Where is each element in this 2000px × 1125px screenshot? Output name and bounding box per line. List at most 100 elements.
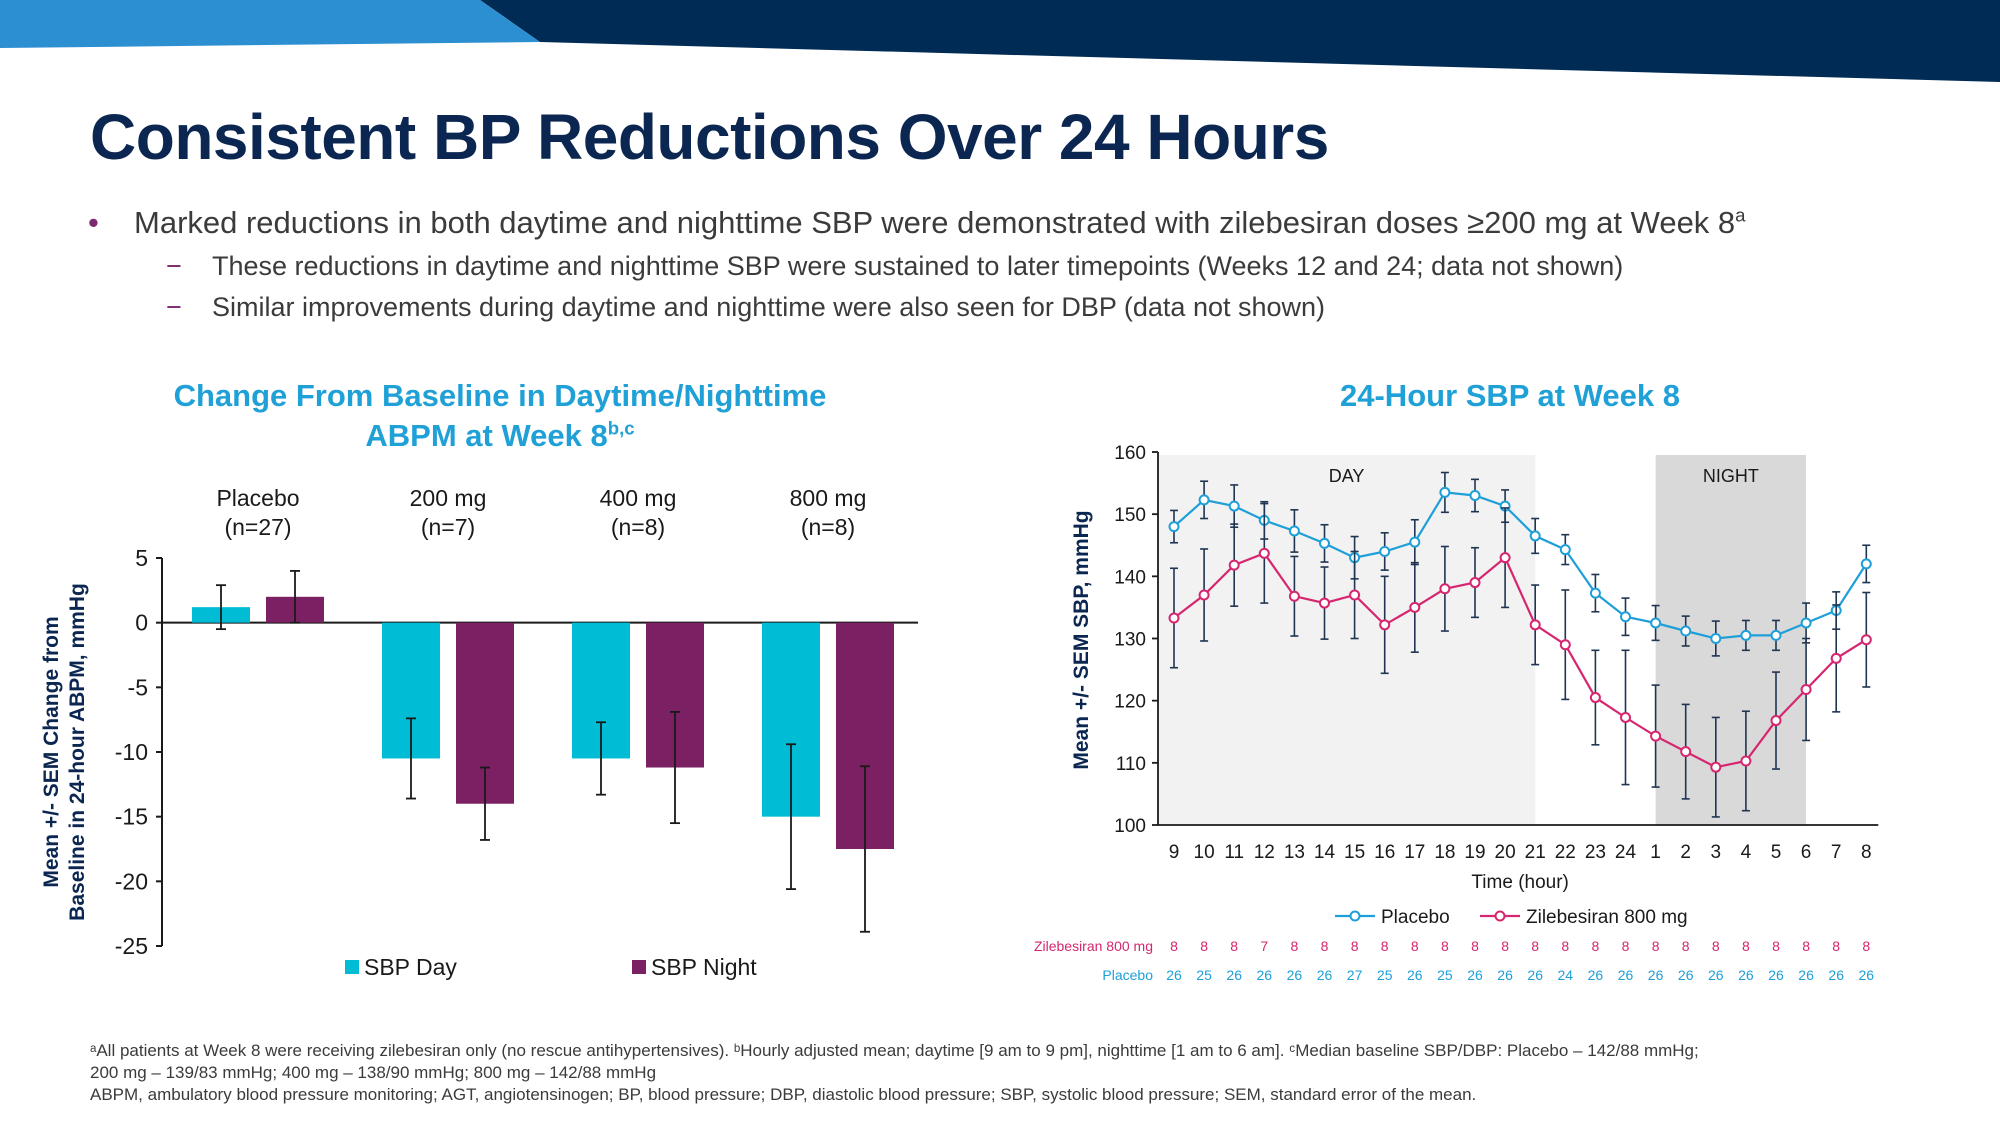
n-table-cell: 26	[1226, 967, 1242, 983]
n-table-cell: 25	[1377, 967, 1393, 983]
placebo-data-point	[1319, 537, 1330, 549]
n-table-cell: 8	[1561, 938, 1569, 954]
n-table-cell: 8	[1742, 938, 1750, 954]
zilebesiran-data-point	[1860, 634, 1872, 646]
legend-swatch	[632, 960, 646, 974]
placebo-data-point	[1860, 558, 1872, 570]
n-table-cell: 26	[1527, 967, 1543, 983]
bullet-main-text: Marked reductions in both daytime and ni…	[134, 205, 1736, 240]
legend-marker	[1494, 910, 1506, 922]
placebo-data-point	[1439, 486, 1451, 498]
placebo-data-point	[1589, 587, 1601, 599]
placebo-data-point	[1379, 545, 1391, 557]
bar-chart-title-line1: Change From Baseline in Daytime/Nighttim…	[173, 378, 827, 413]
zilebesiran-series-line	[1173, 551, 1867, 769]
placebo-data-point	[1770, 629, 1782, 641]
n-table-cell: 26	[1467, 967, 1483, 983]
placebo-data-point	[1620, 611, 1631, 623]
n-table-cell: 24	[1558, 967, 1574, 983]
footnote-line: ABPM, ambulatory blood pressure monitori…	[90, 1085, 1477, 1104]
zilebesiran-data-point	[1650, 730, 1662, 742]
n-table-cell: 26	[1678, 967, 1694, 983]
n-table-cell: 8	[1471, 938, 1479, 954]
n-table-cell: 26	[1768, 967, 1784, 983]
x-tick-label: 8	[1861, 842, 1872, 863]
line-chart: DAY NIGHT Mean +/- SEM SBP, mmHg 160 150 140 1…	[1034, 443, 1879, 983]
n-table-cell: 26	[1708, 967, 1724, 983]
night-region-label: NIGHT	[1703, 466, 1759, 486]
placebo-data-point	[1680, 625, 1692, 637]
x-tick-label: 12	[1254, 842, 1275, 863]
y-tick-label: 100	[1114, 816, 1146, 837]
zilebesiran-data-point	[1379, 619, 1391, 631]
category-label: 800 mg	[790, 485, 867, 511]
x-tick-label: 17	[1404, 842, 1425, 863]
placebo-data-point	[1800, 617, 1812, 629]
day-shaded-region	[1158, 455, 1536, 825]
n-table-cell: 8	[1531, 938, 1539, 954]
y-tick-label: -15	[115, 804, 148, 830]
zilebesiran-data-point	[1710, 761, 1722, 773]
zilebesiran-data-point	[1589, 692, 1601, 704]
placebo-data-point	[1469, 490, 1481, 502]
category-label: Placebo	[216, 485, 299, 511]
bullet-sub-1: − These reductions in daytime and nightt…	[88, 251, 1948, 282]
day-region-label: DAY	[1329, 466, 1365, 486]
y-tick-label: 110	[1116, 754, 1146, 775]
n-table-cell: 26	[1407, 967, 1423, 983]
zilebesiran-data-point	[1439, 583, 1451, 595]
n-table-cell: 8	[1170, 938, 1178, 954]
n-table-cell: 26	[1317, 967, 1333, 983]
bullet-main-footnote-marker: a	[1735, 204, 1746, 226]
line-chart-title: 24-Hour SBP at Week 8	[1340, 378, 1680, 413]
n-table-cell: 8	[1682, 938, 1690, 954]
category-label: 400 mg	[600, 485, 677, 511]
x-tick-label: 16	[1374, 842, 1395, 863]
zilebesiran-data-point	[1830, 652, 1842, 664]
zilebesiran-data-point	[1559, 639, 1571, 651]
x-tick-label: 24	[1615, 842, 1637, 863]
legend-label: Placebo	[1381, 907, 1450, 928]
x-tick-label: 14	[1314, 842, 1336, 863]
n-table-cell: 8	[1862, 938, 1870, 954]
category-n-label: (n=8)	[611, 514, 665, 540]
zilebesiran-data-point	[1469, 577, 1481, 589]
x-tick-label: 4	[1741, 842, 1752, 863]
dash-icon: −	[166, 292, 182, 322]
placebo-data-point	[1228, 500, 1240, 512]
n-table-cell: 26	[1828, 967, 1844, 983]
zilebesiran-data-point	[1258, 547, 1270, 559]
placebo-data-point	[1710, 633, 1722, 644]
y-tick-label: 120	[1114, 692, 1146, 713]
y-tick-label: 160	[1114, 443, 1146, 464]
placebo-data-point	[1288, 525, 1300, 537]
n-table-cell: 8	[1321, 938, 1329, 954]
zilebesiran-data-point	[1740, 755, 1752, 767]
x-tick-label: 1	[1650, 842, 1661, 863]
zilebesiran-data-point	[1800, 683, 1812, 695]
legend-swatch	[345, 960, 359, 974]
n-table-cell: 8	[1381, 938, 1389, 954]
n-table-cell: 8	[1411, 938, 1419, 954]
n-table-cell: 8	[1501, 938, 1509, 954]
zilebesiran-data-point	[1198, 589, 1210, 601]
y-tick-label: -5	[128, 674, 148, 700]
bullet-list: • Marked reductions in both daytime and …	[88, 205, 1948, 323]
category-n-label: (n=7)	[421, 514, 475, 540]
n-table-cell: 8	[1772, 938, 1780, 954]
n-table-cell: 8	[1592, 938, 1600, 954]
x-tick-label: 6	[1801, 842, 1812, 863]
x-tick-label: 23	[1585, 842, 1606, 863]
x-tick-label: 18	[1434, 842, 1455, 863]
n-table-cell: 26	[1648, 967, 1664, 983]
bullet-sub-text: Similar improvements during daytime and …	[212, 292, 1326, 322]
dash-icon: −	[166, 251, 182, 281]
n-table-cell: 8	[1351, 938, 1359, 954]
zilebesiran-data-point	[1620, 711, 1631, 723]
n-table-cell: 25	[1437, 967, 1453, 983]
y-axis-label: Mean +/- SEM Change from Baseline in 24-h…	[40, 583, 89, 921]
y-tick-label: -20	[115, 868, 148, 894]
x-tick-label: 5	[1771, 842, 1782, 863]
x-tick-label: 9	[1169, 842, 1180, 863]
x-tick-label: 21	[1525, 842, 1546, 863]
